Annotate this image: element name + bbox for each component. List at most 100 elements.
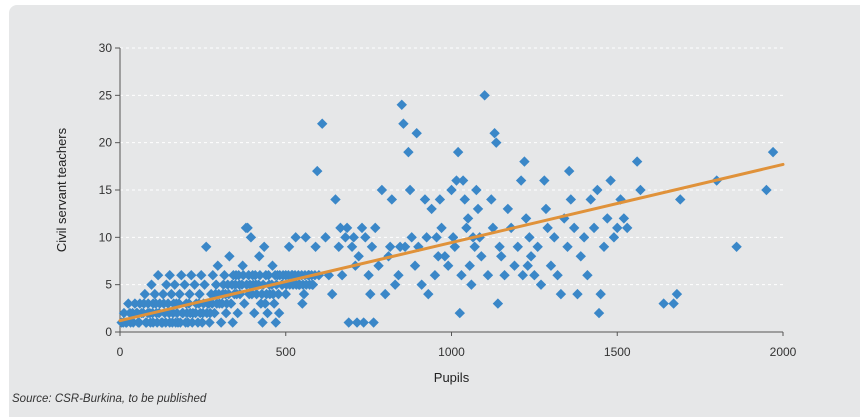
data-point [456, 270, 467, 281]
data-point [376, 184, 388, 196]
data-point [447, 232, 459, 243]
data-point [675, 194, 686, 205]
data-point [210, 279, 222, 290]
data-point [562, 241, 573, 252]
data-point [462, 213, 474, 224]
data-point [492, 298, 504, 309]
data-point [123, 298, 134, 309]
data-point [565, 194, 577, 205]
data-point [368, 317, 379, 328]
data-point [341, 222, 353, 234]
data-point [568, 222, 580, 234]
data-point [212, 260, 223, 271]
data-point [353, 251, 364, 262]
y-tick-label-15: 15 [99, 183, 113, 197]
data-point [164, 270, 175, 281]
data-point [134, 317, 145, 328]
data-point [464, 260, 475, 271]
data-point [370, 222, 381, 234]
data-point [575, 251, 586, 262]
data-point [398, 118, 409, 129]
data-point [384, 241, 396, 252]
data-point [552, 270, 563, 281]
data-point [219, 270, 230, 281]
data-point [446, 184, 457, 196]
data-point [502, 203, 514, 215]
data-point [529, 270, 540, 281]
data-point [540, 203, 552, 215]
data-point [761, 184, 772, 196]
data-point [267, 260, 278, 271]
data-point [602, 213, 613, 224]
data-point [411, 128, 422, 139]
y-tick-label-25: 25 [99, 88, 113, 102]
data-point [491, 137, 502, 148]
data-point [731, 241, 742, 252]
data-point [612, 222, 623, 234]
data-point [176, 270, 187, 281]
data-point [215, 317, 227, 328]
data-point [439, 251, 451, 262]
data-point [259, 298, 271, 309]
data-point [129, 298, 141, 309]
data-point [363, 270, 374, 281]
data-point [196, 270, 207, 281]
data-point [421, 232, 432, 243]
data-point [335, 222, 346, 234]
data-point [174, 288, 185, 300]
y-axis-title: Civil servant teachers [54, 127, 69, 252]
data-point [277, 270, 289, 281]
data-point [399, 241, 411, 252]
data-point [298, 288, 310, 300]
data-point [451, 175, 462, 186]
data-point [592, 184, 603, 196]
data-point [482, 270, 494, 281]
data-point [317, 118, 328, 129]
data-point [466, 279, 477, 290]
data-point [194, 288, 205, 300]
data-point [471, 184, 482, 196]
data-point [333, 241, 344, 252]
data-point [310, 241, 321, 252]
data-point [297, 298, 308, 309]
data-point [200, 241, 212, 252]
data-point [171, 307, 183, 319]
data-point [472, 203, 484, 215]
data-point [207, 270, 219, 281]
data-point [239, 298, 250, 309]
data-point [631, 156, 643, 167]
data-point [251, 288, 262, 300]
data-point [668, 298, 679, 309]
data-point [517, 270, 528, 281]
data-point [608, 232, 620, 243]
data-point [436, 222, 447, 234]
data-point [307, 279, 319, 290]
data-point [433, 251, 444, 262]
data-point [578, 232, 590, 243]
data-point [152, 270, 164, 281]
data-point [118, 307, 130, 319]
data-point [346, 241, 358, 252]
data-point [658, 298, 669, 309]
data-point [204, 307, 216, 319]
data-point [366, 241, 378, 252]
data-point [245, 232, 257, 243]
data-point [404, 184, 416, 196]
data-point [635, 184, 646, 196]
data-point [406, 232, 417, 243]
data-point [238, 270, 249, 281]
data-point [146, 279, 157, 290]
data-point [262, 307, 273, 319]
data-point [153, 307, 165, 319]
data-point [588, 222, 600, 234]
data-point [356, 222, 368, 234]
data-point [449, 241, 461, 252]
data-point [585, 194, 596, 205]
data-point [160, 317, 171, 328]
data-point [419, 194, 431, 205]
data-point [429, 270, 441, 281]
data-point [360, 232, 371, 243]
data-point [593, 307, 605, 319]
data-point [166, 288, 177, 300]
data-point [520, 213, 532, 224]
